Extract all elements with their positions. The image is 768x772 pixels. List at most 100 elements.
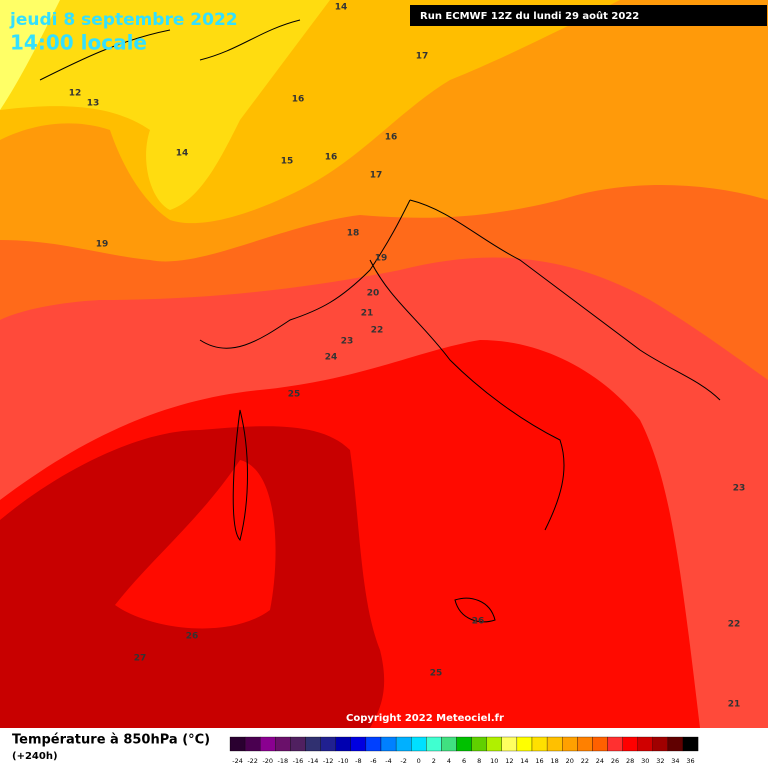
contour-label: 25 [430, 669, 443, 679]
scale-label: -16 [293, 757, 304, 765]
scale-label: -18 [278, 757, 289, 765]
scale-swatch [562, 736, 578, 752]
scale-swatch [577, 736, 593, 752]
contour-label: 20 [367, 289, 380, 299]
scale-swatch [501, 736, 518, 752]
scale-label: 22 [581, 757, 589, 765]
scale-swatch [380, 736, 397, 752]
scale-label: -8 [355, 757, 361, 765]
scale-label: 8 [477, 757, 481, 765]
scale-swatch [260, 736, 276, 752]
scale-swatch [275, 736, 291, 752]
scale-label: 2 [432, 757, 436, 765]
run-info: Run ECMWF 12Z du lundi 29 août 2022 [420, 10, 639, 22]
contour-label: 21 [728, 700, 741, 710]
scale-swatch [290, 736, 306, 752]
scale-swatch [244, 736, 261, 752]
contour-label: 27 [134, 654, 147, 664]
scale-label: 18 [551, 757, 559, 765]
contour-label: 12 [69, 89, 82, 99]
scale-label: 4 [447, 757, 451, 765]
contour-label: 26 [186, 632, 199, 642]
scale-label: -22 [247, 757, 258, 765]
contour-label: 22 [371, 326, 384, 336]
scale-label: 12 [505, 757, 513, 765]
legend-title: Température à 850hPa (°C) [12, 733, 210, 748]
scale-label: 14 [520, 757, 528, 765]
contour-label: 22 [728, 620, 741, 630]
time: 14:00 locale [10, 31, 147, 55]
scale-label: 26 [611, 757, 619, 765]
scale-label: -10 [338, 757, 349, 765]
scale-label: -24 [232, 757, 243, 765]
scale-swatch [335, 736, 351, 752]
contour-label: 18 [347, 229, 360, 239]
contour-label: 14 [335, 3, 348, 13]
scale-label: 10 [490, 757, 498, 765]
scale-swatch [682, 736, 699, 752]
scale-label: 24 [596, 757, 604, 765]
scale-swatch [622, 736, 638, 752]
scale-swatch [637, 736, 653, 752]
scale-label: -4 [385, 757, 391, 765]
scale-label: 16 [535, 757, 543, 765]
coastlines [39, 19, 721, 623]
contour-label: 23 [341, 337, 354, 347]
temperature-field [0, 0, 768, 728]
scale-swatch [531, 736, 548, 752]
contour-label: 17 [416, 52, 429, 62]
title: jeudi 8 septembre 2022 [9, 10, 238, 30]
scale-label: -14 [308, 757, 319, 765]
scale-label: -2 [400, 757, 406, 765]
scale-swatch [592, 736, 608, 752]
contour-label: 16 [325, 153, 338, 163]
scale-swatch [667, 736, 684, 752]
contour-label: 19 [375, 254, 388, 264]
scale-swatch [229, 736, 246, 752]
scale-swatch [607, 736, 623, 752]
scale-swatch [516, 736, 533, 752]
scale-label: 0 [417, 757, 421, 765]
scale-label: 32 [656, 757, 664, 765]
scale-swatch [305, 736, 321, 752]
scale-label: -6 [370, 757, 376, 765]
scale-label: 20 [566, 757, 574, 765]
scale-label: 30 [641, 757, 649, 765]
scale-swatch [350, 736, 367, 752]
scale-label: 36 [686, 757, 694, 765]
contour-label: 24 [325, 353, 338, 363]
copyright: Copyright 2022 Meteociel.fr [346, 713, 504, 724]
scale-swatch [441, 736, 457, 752]
scale-swatch [320, 736, 336, 752]
scale-label: -12 [323, 757, 334, 765]
contour-label: 15 [281, 157, 294, 167]
scale-swatch [411, 736, 427, 752]
scale-swatch [426, 736, 442, 752]
contour-label: 13 [87, 99, 100, 109]
scale-label: 28 [626, 757, 634, 765]
run-box [410, 5, 767, 26]
scale-label: -20 [262, 757, 273, 765]
scale-label: 6 [462, 757, 466, 765]
scale-label: 34 [671, 757, 679, 765]
scale-swatch [546, 736, 563, 752]
scale-swatch [395, 736, 412, 752]
scale-swatch [471, 736, 487, 752]
scale-swatch [652, 736, 669, 752]
contour-label: 16 [292, 95, 305, 105]
contour-label: 21 [361, 309, 374, 319]
scale-swatch [456, 736, 472, 752]
scale-swatch [365, 736, 382, 752]
contour-label: 26 [472, 617, 485, 627]
contour-label: 17 [370, 171, 383, 181]
legend-subtitle: (+240h) [12, 751, 58, 762]
contour-label: 23 [733, 484, 746, 494]
scale-swatch [486, 736, 502, 752]
contour-label: 25 [288, 390, 301, 400]
color-scale: -24 -22 -20 -18 -16 -14 -12 -10 -8 -6 -4 -2 0 2 4 6 8 10 1… [229, 736, 699, 765]
contour-label: 14 [176, 149, 189, 159]
contour-label: 19 [96, 240, 109, 250]
contour-label: 16 [385, 133, 398, 143]
